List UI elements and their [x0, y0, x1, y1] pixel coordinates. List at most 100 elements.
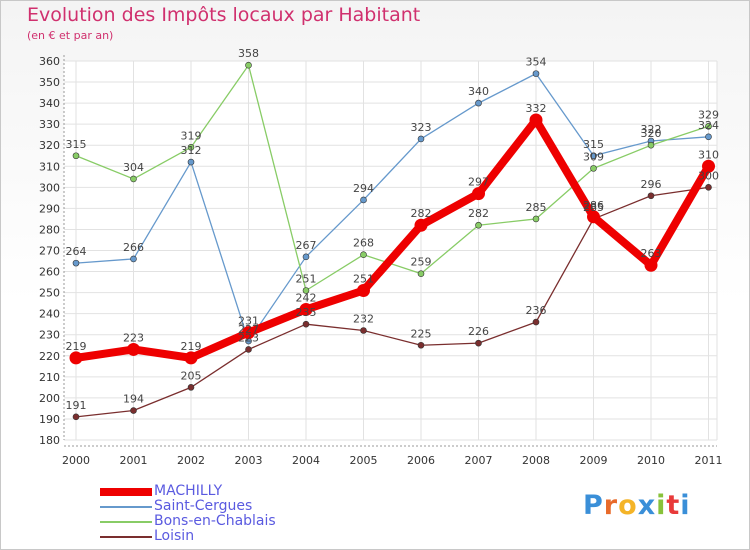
data-point	[417, 270, 425, 277]
legend-swatch	[100, 521, 152, 523]
data-label: 310	[698, 148, 719, 161]
data-label: 266	[123, 241, 144, 254]
data-label: 282	[411, 207, 432, 220]
x-tick-label: 2008	[522, 454, 550, 467]
series-line-machilly	[72, 115, 713, 362]
data-label: 225	[411, 327, 432, 340]
data-point	[475, 339, 482, 347]
data-point	[475, 221, 482, 229]
data-label: 324	[698, 119, 719, 132]
chart-subtitle: (en € et par an)	[27, 29, 114, 42]
data-point	[242, 326, 255, 340]
data-label: 285	[526, 201, 547, 214]
logo-letter: t	[666, 490, 681, 521]
data-label: 251	[353, 273, 374, 286]
data-point	[130, 407, 137, 414]
data-point	[187, 384, 195, 391]
data-label: 300	[698, 169, 719, 182]
data-point	[302, 287, 310, 294]
data-label: 285	[583, 201, 604, 214]
data-label: 268	[353, 237, 374, 250]
data-point	[184, 351, 198, 365]
series-line-loisin	[75, 186, 710, 418]
data-point	[587, 210, 600, 224]
data-point	[127, 342, 140, 356]
data-label: 309	[583, 150, 604, 163]
series-line-bons-en-chablais	[75, 64, 710, 292]
data-label: 286	[583, 199, 604, 212]
data-label: 259	[411, 256, 432, 269]
data-point	[72, 152, 80, 160]
x-tick-label: 2005	[350, 454, 378, 467]
y-tick-label: 310	[39, 160, 60, 173]
y-tick-label: 280	[39, 223, 60, 236]
data-label: 232	[353, 313, 374, 326]
legend-swatch	[100, 488, 152, 496]
data-point	[532, 318, 540, 326]
data-point	[532, 215, 540, 223]
data-point	[529, 113, 543, 127]
chart-title: Evolution des Impôts locaux par Habitant	[27, 4, 421, 26]
data-label: 354	[526, 56, 547, 69]
data-label: 264	[66, 245, 87, 258]
data-label: 191	[66, 399, 87, 412]
data-label: 223	[238, 331, 259, 344]
y-tick-label: 250	[39, 287, 60, 300]
logo-letter: o	[618, 490, 638, 521]
data-label: 223	[123, 331, 144, 344]
data-label: 227	[238, 323, 259, 336]
data-label: 294	[353, 182, 374, 195]
data-label: 323	[411, 121, 432, 134]
data-point	[360, 327, 367, 334]
logo-letter: x	[637, 490, 657, 521]
x-tick-label: 2003	[235, 454, 263, 467]
logo-letter: i	[680, 490, 691, 521]
data-point	[302, 320, 310, 328]
y-tick-label: 360	[39, 55, 60, 68]
data-label: 296	[641, 178, 662, 191]
data-label: 297	[468, 176, 489, 189]
data-point	[590, 152, 597, 160]
data-point	[414, 218, 428, 232]
data-point	[187, 144, 195, 151]
y-tick-label: 200	[39, 392, 60, 405]
data-point	[299, 302, 313, 316]
data-label: 332	[526, 102, 547, 115]
data-point	[705, 122, 712, 130]
x-tick-label: 2011	[695, 454, 723, 467]
legend-label: Saint-Cergues	[154, 498, 253, 514]
data-label: 194	[123, 393, 144, 406]
x-tick-label: 2000	[62, 454, 90, 467]
y-tick-label: 320	[39, 139, 60, 152]
logo-letter: P	[583, 490, 604, 521]
data-point	[472, 187, 485, 201]
data-point	[647, 192, 655, 200]
data-point	[475, 99, 482, 107]
data-label: 315	[66, 138, 87, 151]
x-tick-label: 2010	[637, 454, 665, 467]
data-point	[69, 351, 83, 365]
series-line-saint-cergues	[75, 72, 710, 342]
proxiti-logo: Proxiti	[583, 490, 691, 521]
y-tick-label: 290	[39, 202, 60, 215]
y-tick-label: 180	[39, 434, 60, 447]
logo-letter: r	[603, 490, 619, 521]
data-label: 205	[181, 369, 202, 382]
y-tick-label: 260	[39, 266, 60, 279]
data-point	[532, 70, 540, 77]
x-tick-label: 2004	[292, 454, 320, 467]
y-tick-label: 340	[39, 97, 60, 110]
data-point	[590, 165, 597, 172]
data-point	[302, 253, 310, 261]
data-label: 226	[468, 325, 489, 338]
data-point	[360, 196, 367, 204]
data-point	[417, 135, 425, 143]
data-label: 312	[181, 144, 202, 157]
x-tick-label: 2001	[120, 454, 148, 467]
data-point	[357, 284, 370, 298]
data-label: 322	[641, 123, 662, 136]
data-label: 235	[296, 306, 317, 319]
data-point	[187, 158, 195, 166]
data-label: 358	[238, 47, 259, 60]
legend-label: Loisin	[154, 528, 195, 544]
